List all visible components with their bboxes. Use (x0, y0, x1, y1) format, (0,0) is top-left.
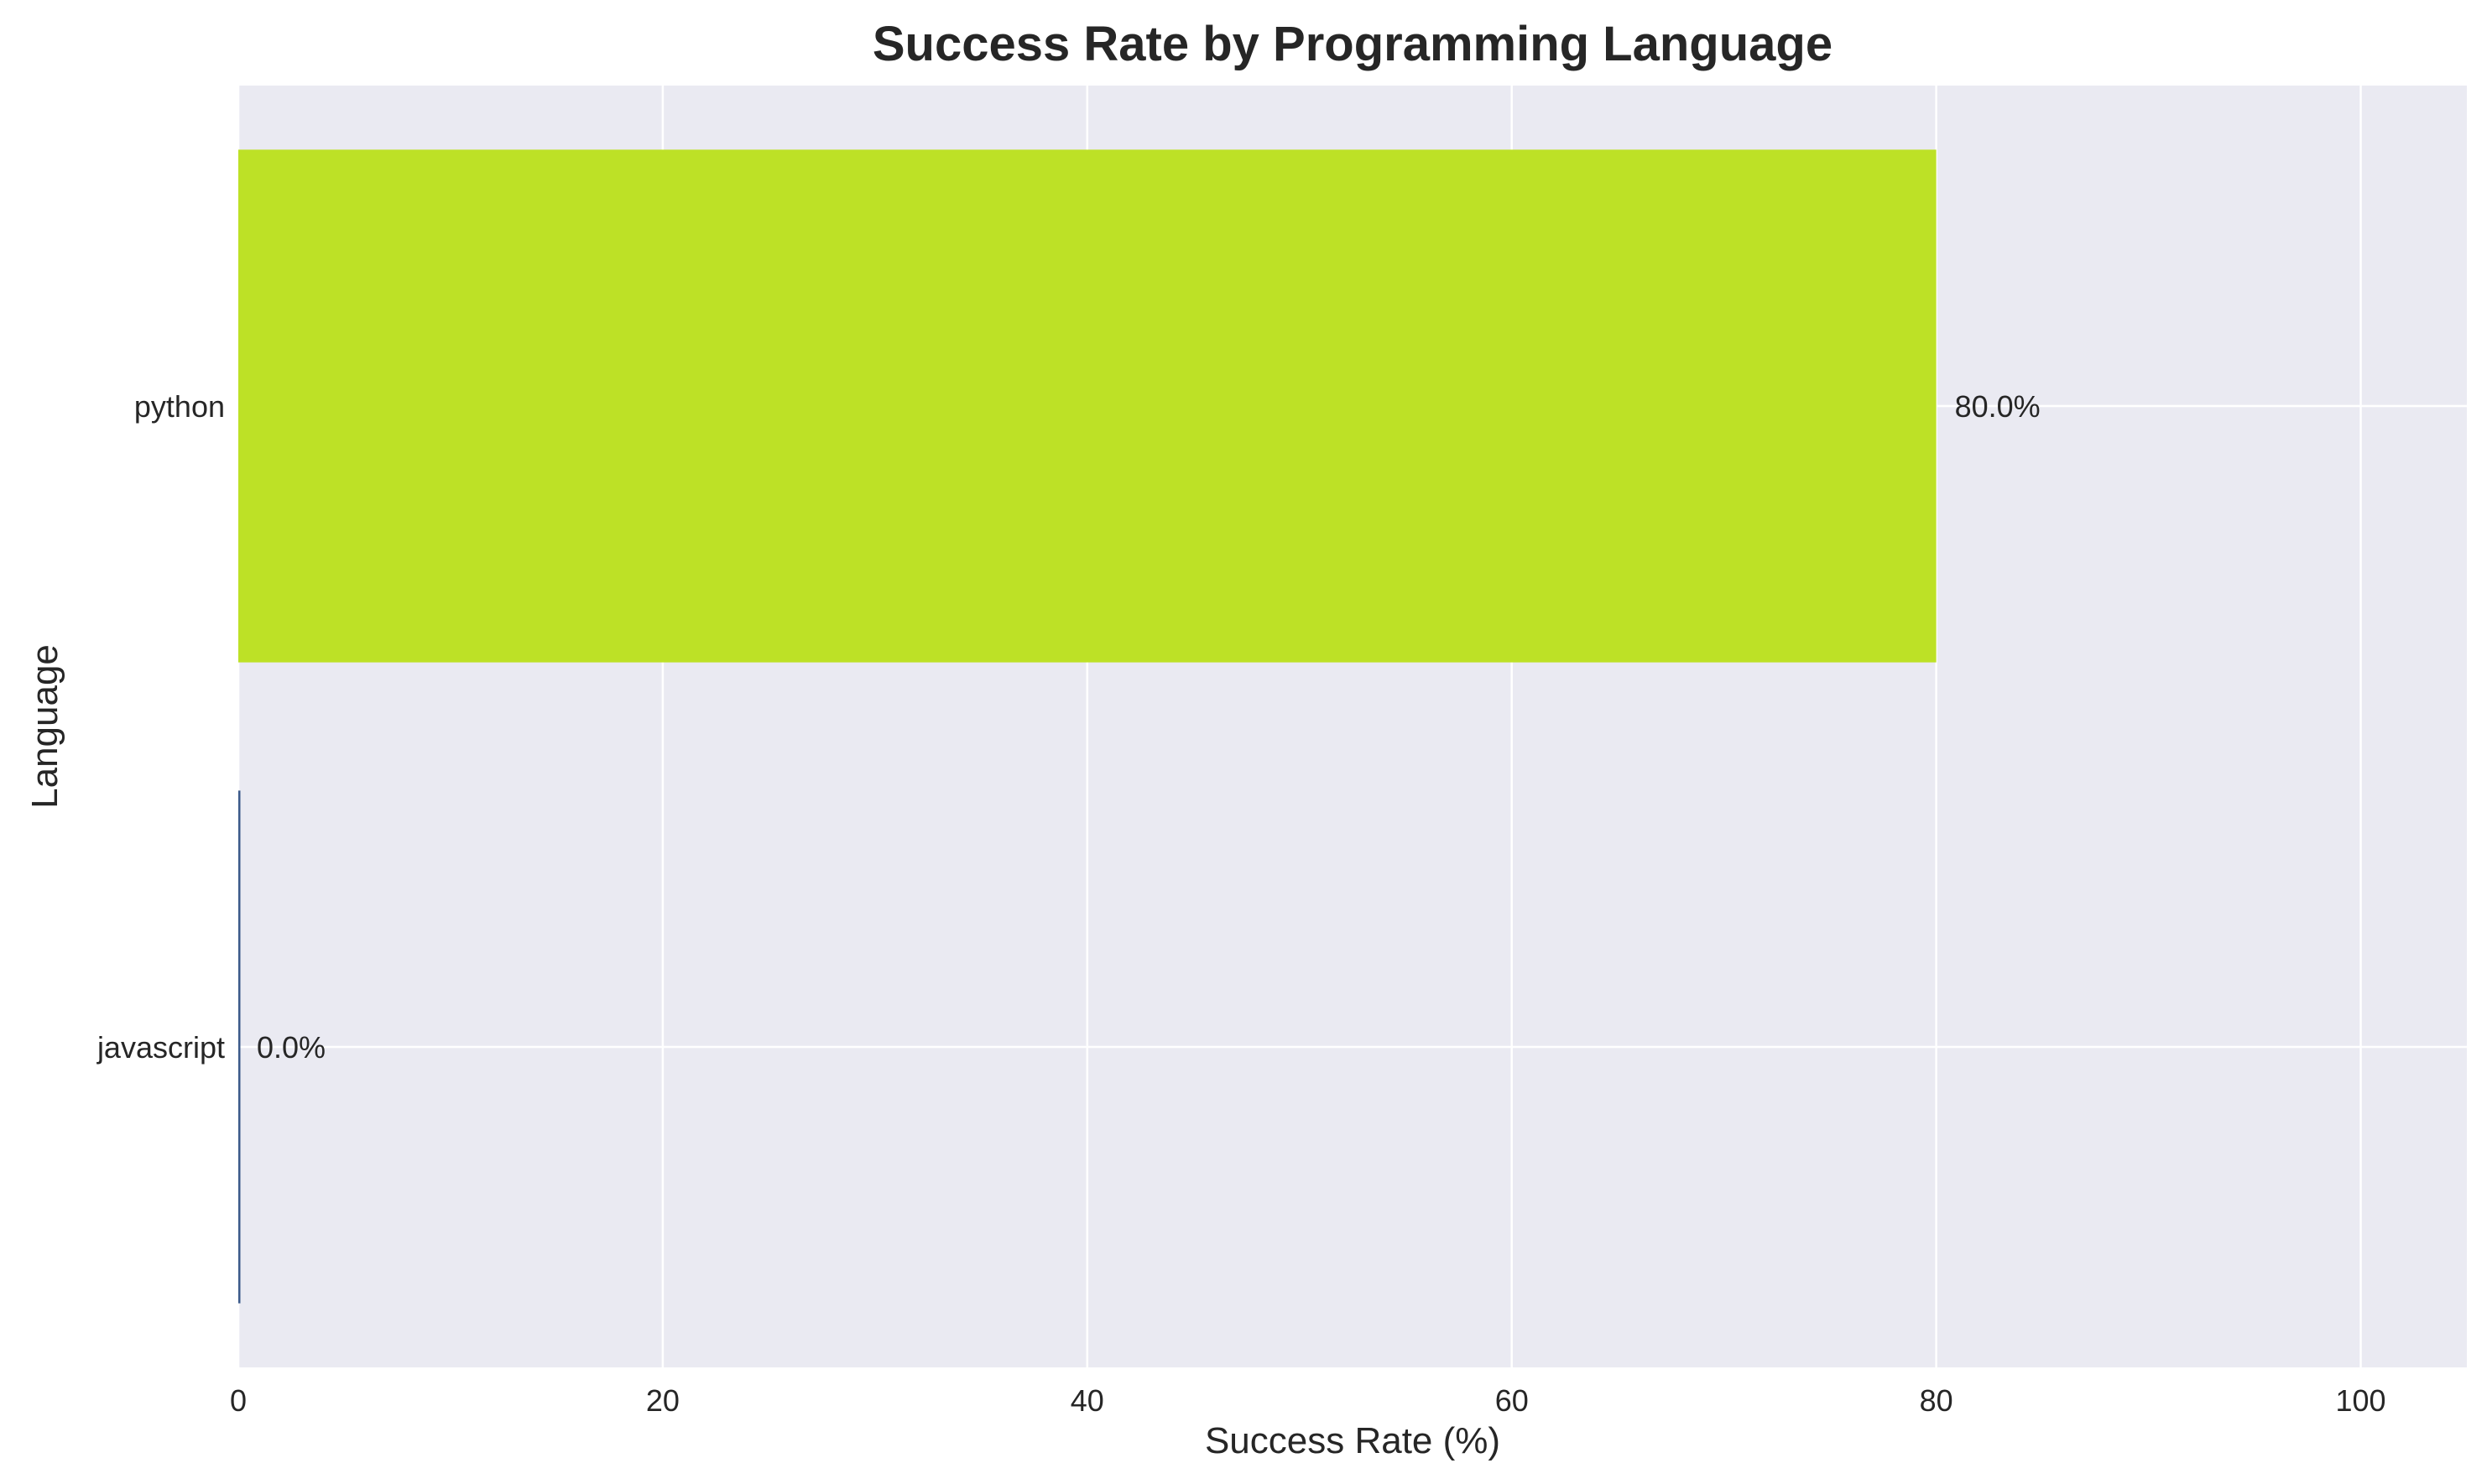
x-ticks: 0 20 40 60 80 100 (230, 1383, 2386, 1418)
data-label-python: 80.0% (1955, 389, 2041, 424)
y-axis-label: Language (24, 644, 65, 809)
data-labels: 80.0% 0.0% (257, 389, 2041, 1065)
x-tick-label-20: 20 (646, 1383, 680, 1418)
x-tick-label-60: 60 (1495, 1383, 1529, 1418)
x-tick-label-100: 100 (2335, 1383, 2385, 1418)
y-tick-label-python: python (134, 389, 225, 424)
x-tick-label-40: 40 (1071, 1383, 1104, 1418)
x-tick-label-0: 0 (230, 1383, 247, 1418)
bar-javascript (238, 790, 241, 1304)
chart-title: Success Rate by Programming Language (873, 17, 1833, 71)
data-label-javascript: 0.0% (257, 1030, 326, 1065)
x-axis-label: Success Rate (%) (1205, 1420, 1500, 1461)
x-tick-label-80: 80 (1920, 1383, 1953, 1418)
y-ticks: python javascript (96, 389, 225, 1065)
bars (238, 149, 1937, 1304)
bar-python (238, 149, 1937, 663)
y-tick-label-javascript: javascript (96, 1030, 225, 1065)
